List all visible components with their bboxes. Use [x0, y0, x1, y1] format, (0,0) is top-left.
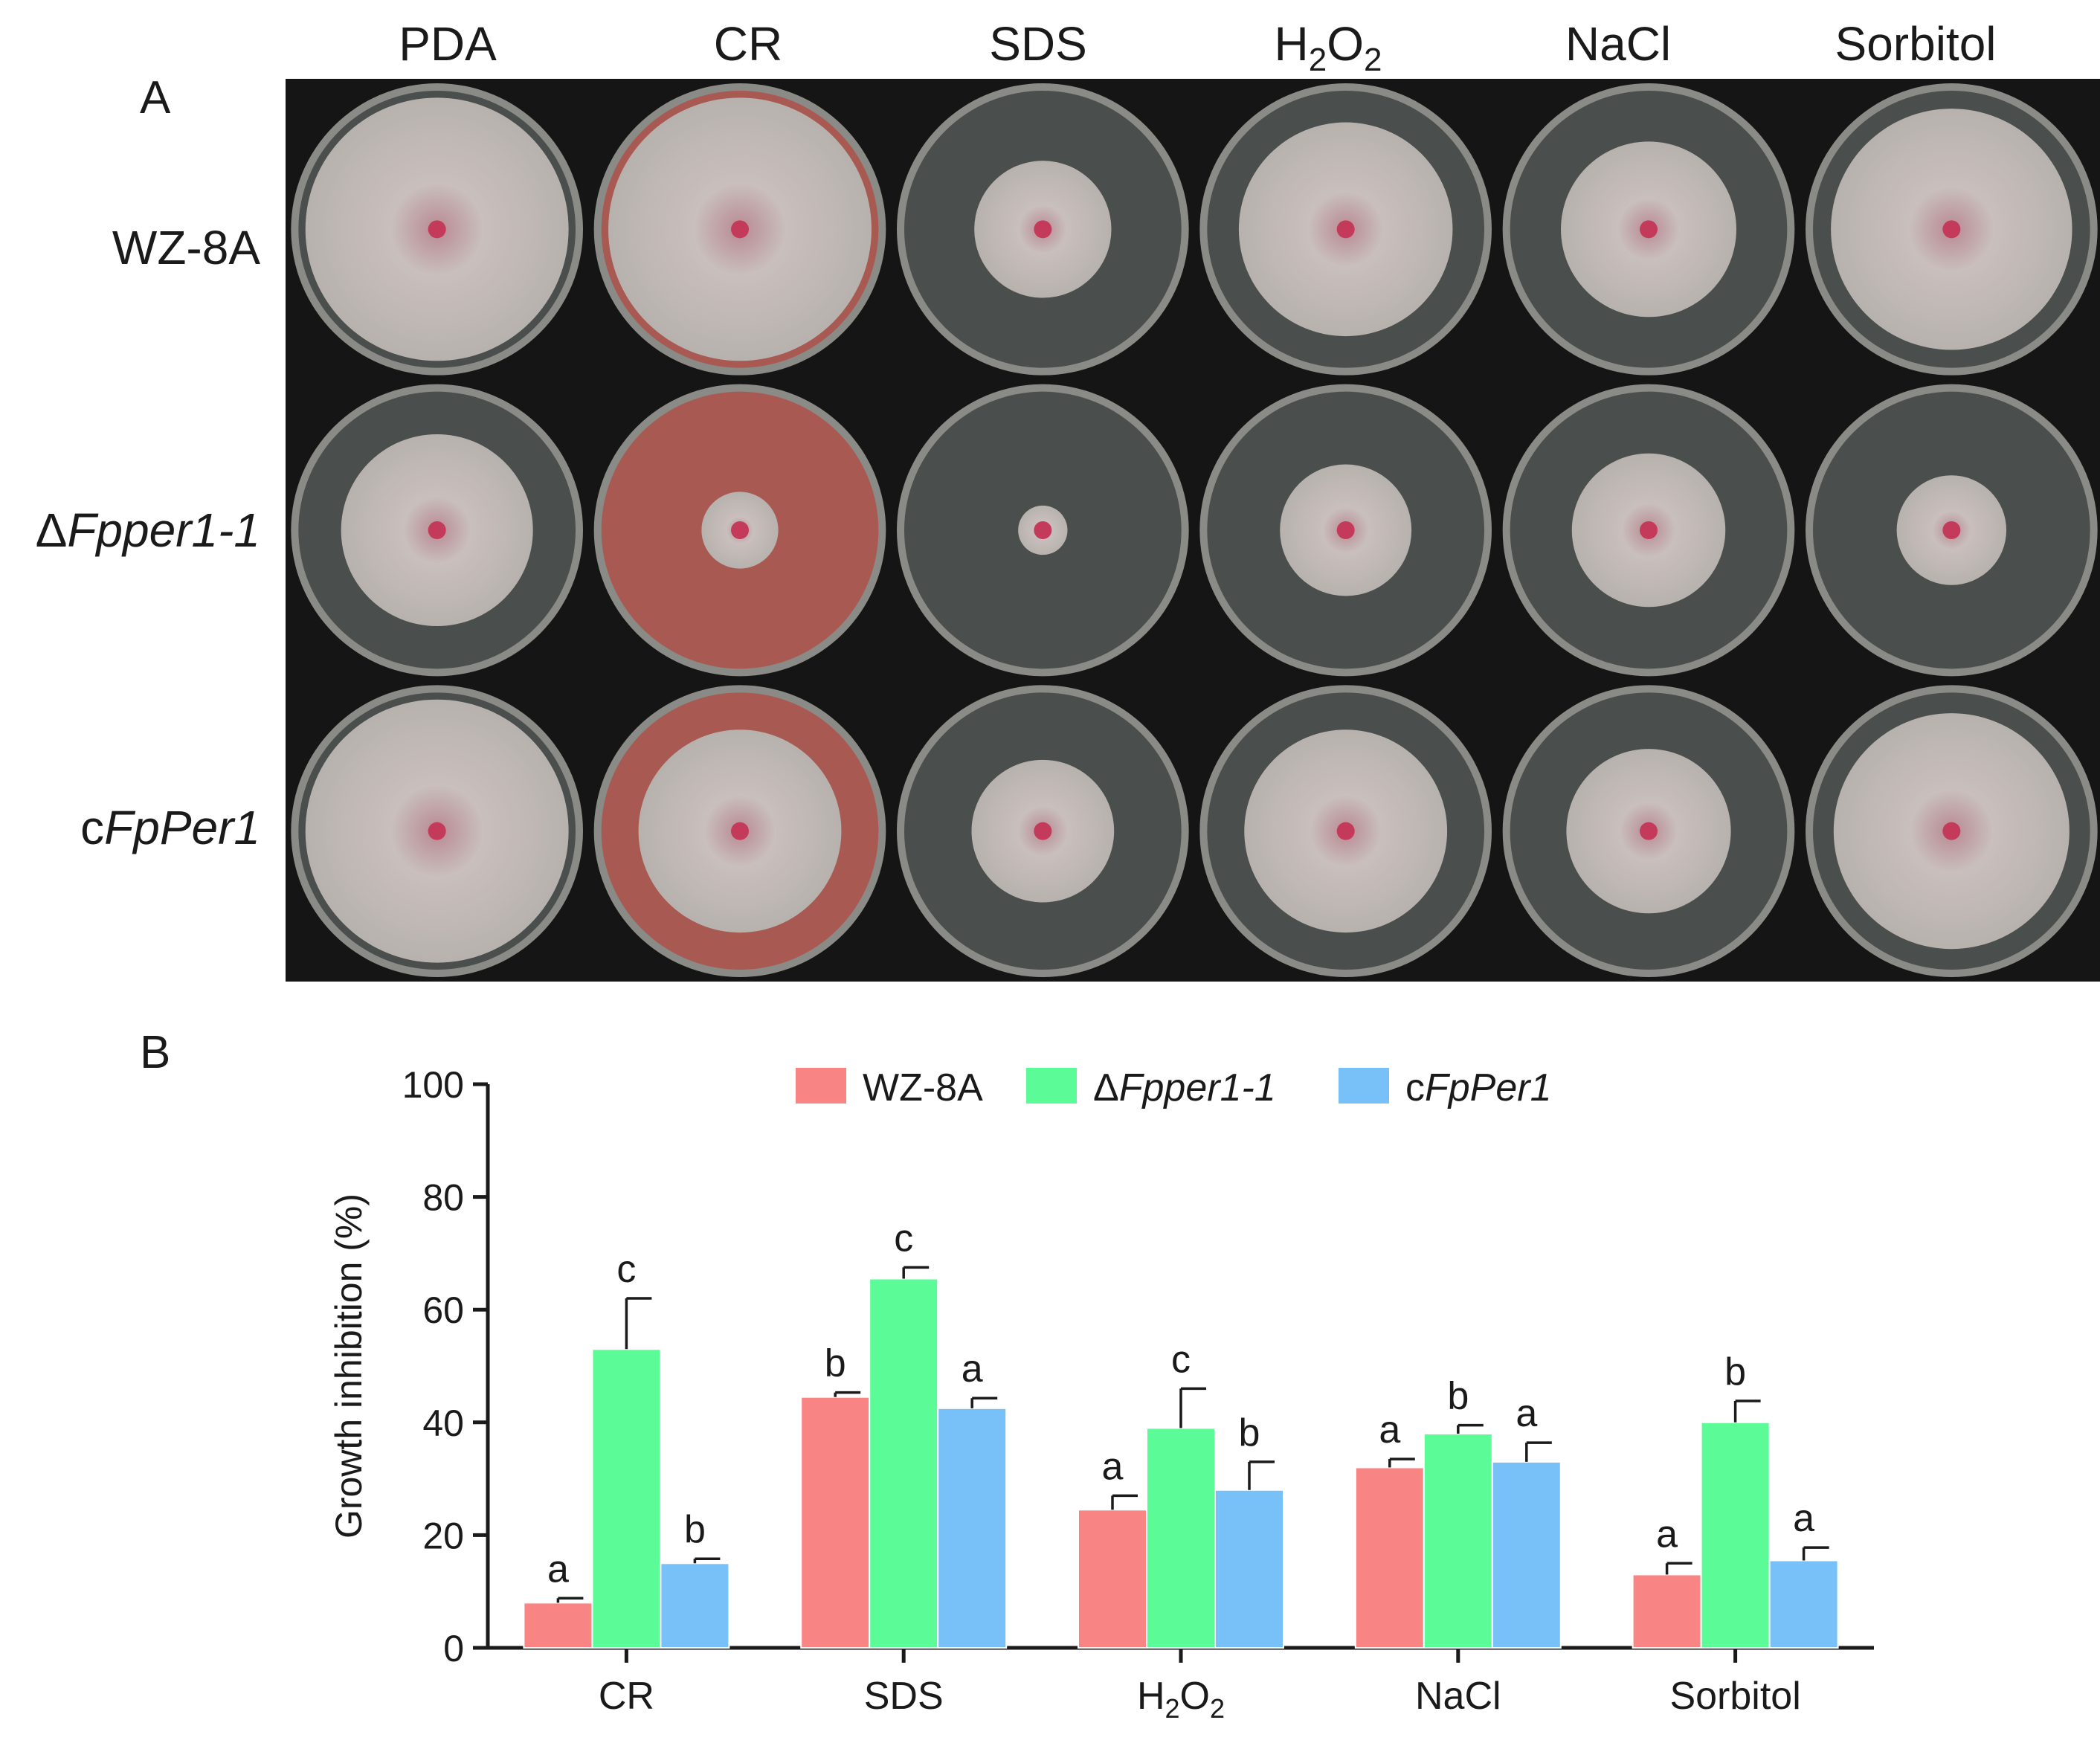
legend-label-2: cFpPer1: [1405, 1066, 1552, 1109]
plate-mutant-nacl-inoculum: [1640, 521, 1658, 539]
bar-0-1: [591, 1348, 662, 1649]
row-label-mutant: ΔFpper1-1: [35, 503, 260, 557]
column-label-pda: PDA: [399, 17, 497, 71]
plate-mutant-sds-inoculum: [1034, 521, 1052, 539]
significance-letter-4-0: a: [1656, 1513, 1678, 1556]
plate-photo-grid: [286, 79, 2100, 982]
plate-wt-sorbitol-inoculum: [1942, 220, 1961, 239]
legend-swatch-0: [796, 1068, 846, 1104]
plate-mutant-sorbitol-inoculum: [1942, 521, 1961, 539]
panel-a-letter: A: [140, 72, 171, 123]
bar-4-1: [1700, 1421, 1771, 1649]
plate-complement-h2o2-inoculum: [1336, 822, 1355, 840]
bar-3-2: [1491, 1460, 1562, 1649]
significance-letter-1-0: b: [825, 1342, 846, 1385]
plate-mutant-cr-inoculum: [731, 521, 749, 539]
bar-1-0: [800, 1396, 871, 1649]
legend-label-0: WZ-8A: [863, 1066, 983, 1109]
bar-0-0: [523, 1602, 593, 1649]
column-label-h2o2: H2O2: [1274, 17, 1382, 78]
significance-letter-1-1: c: [894, 1217, 913, 1260]
significance-letter-4-1: b: [1724, 1350, 1746, 1394]
row-label-wt: WZ-8A: [112, 221, 260, 274]
y-tick-label-0: 0: [443, 1628, 464, 1669]
significance-letter-2-1: c: [1171, 1338, 1191, 1381]
plate-photo-svg: [291, 83, 2098, 977]
legend-label-1: ΔFpper1-1: [1093, 1066, 1276, 1109]
plate-complement-sorbitol-inoculum: [1942, 822, 1961, 840]
bar-3-1: [1423, 1432, 1493, 1649]
bar-4-2: [1768, 1559, 1839, 1649]
y-axis-title: Growth inhibition (%): [328, 1193, 370, 1539]
significance-letter-2-2: b: [1239, 1411, 1260, 1455]
bar-0-2: [660, 1562, 730, 1649]
x-tick-label-4: Sorbitol: [1669, 1675, 1800, 1718]
column-label-cr: CR: [713, 17, 783, 71]
plate-wt-h2o2-inoculum: [1336, 220, 1355, 239]
bar-chart: 0 20 40 60 80 100 Growth inhibition (%) CR a c b SD…: [328, 1064, 1874, 1724]
x-tick-label-1: SDS: [864, 1675, 944, 1718]
significance-letter-0-0: a: [547, 1547, 569, 1591]
significance-letter-1-2: a: [962, 1347, 983, 1391]
bar-1-1: [869, 1278, 939, 1649]
significance-letter-2-0: a: [1102, 1445, 1124, 1488]
column-label-nacl: NaCl: [1565, 17, 1672, 71]
y-tick-label-20: 20: [422, 1515, 464, 1556]
legend-swatch-2: [1339, 1068, 1389, 1104]
significance-letter-4-2: a: [1793, 1497, 1814, 1540]
x-tick-label-3: NaCl: [1415, 1675, 1501, 1718]
panel-b-letter: B: [140, 1027, 171, 1078]
bar-2-0: [1078, 1509, 1147, 1649]
bar-2-1: [1146, 1427, 1216, 1649]
plate-wt-pda-inoculum: [428, 220, 446, 239]
bar-1-2: [937, 1407, 1008, 1649]
bar-4-0: [1632, 1573, 1702, 1649]
y-tick-label-100: 100: [402, 1064, 464, 1106]
plate-mutant-pda-inoculum: [428, 521, 446, 539]
column-label-sds: SDS: [989, 17, 1087, 71]
significance-letter-3-0: a: [1379, 1408, 1400, 1452]
significance-letter-3-2: a: [1516, 1392, 1537, 1435]
row-label-complement: cFpPer1: [80, 801, 260, 854]
plate-wt-nacl-inoculum: [1640, 220, 1658, 239]
significance-letter-3-1: b: [1447, 1375, 1469, 1418]
y-tick-label-40: 40: [422, 1402, 464, 1444]
plate-complement-nacl-inoculum: [1640, 822, 1658, 840]
bar-2-2: [1214, 1489, 1284, 1649]
plate-wt-sds-inoculum: [1034, 220, 1052, 239]
plate-mutant-h2o2-inoculum: [1336, 521, 1355, 539]
y-tick-label-60: 60: [422, 1289, 464, 1331]
column-label-sorbitol: Sorbitol: [1835, 17, 1997, 71]
plate-wt-cr-inoculum: [731, 220, 749, 239]
plate-complement-sds-inoculum: [1034, 822, 1052, 840]
x-tick-label-2: H2O2: [1137, 1675, 1225, 1724]
bar-3-0: [1354, 1466, 1425, 1649]
significance-letter-0-2: b: [684, 1508, 706, 1551]
x-tick-label-0: CR: [599, 1675, 654, 1718]
plate-complement-pda-inoculum: [428, 822, 446, 840]
y-tick-label-80: 80: [422, 1177, 464, 1219]
legend-swatch-1: [1026, 1068, 1077, 1104]
plate-complement-cr-inoculum: [731, 822, 749, 840]
significance-letter-0-1: c: [616, 1248, 636, 1291]
